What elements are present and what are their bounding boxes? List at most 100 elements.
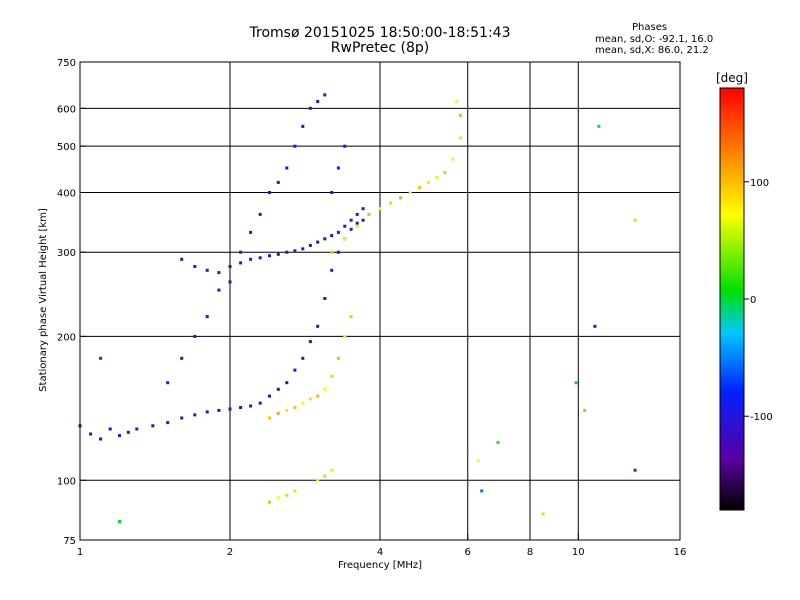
echo-point — [301, 401, 305, 405]
echo-point — [323, 93, 327, 97]
y-tick-label: 300 — [57, 248, 76, 259]
echo-point — [349, 218, 353, 222]
x-tick-label: 2 — [227, 547, 233, 558]
echo-point — [583, 408, 587, 412]
echo-point — [330, 250, 334, 254]
echo-point — [323, 297, 327, 300]
echo-point — [496, 440, 500, 444]
echo-point — [316, 394, 320, 398]
echo-point — [343, 334, 347, 338]
trace-group — [330, 100, 462, 254]
echo-point — [89, 432, 93, 436]
x-axis-label: Frequency [MHz] — [338, 560, 422, 571]
echo-point — [249, 404, 253, 408]
echo-point — [323, 474, 327, 478]
echo-point — [349, 315, 353, 319]
echo-point — [239, 250, 243, 254]
echo-point — [118, 520, 121, 523]
colorbar-tick-label: 0 — [750, 295, 756, 306]
echo-point — [228, 407, 232, 411]
echo-point — [166, 421, 170, 425]
colorbar-label: [deg] — [716, 71, 748, 85]
echo-point — [355, 212, 359, 216]
y-tick-label: 100 — [57, 476, 76, 487]
echo-point — [285, 166, 289, 170]
echo-point — [268, 416, 271, 420]
echo-point — [180, 257, 184, 261]
echo-point — [217, 408, 221, 412]
echo-point — [276, 180, 280, 184]
echo-point — [593, 324, 597, 328]
echo-point — [308, 397, 312, 401]
data-points — [78, 93, 637, 523]
y-tick-label: 200 — [57, 332, 76, 343]
grid-layer — [80, 62, 680, 540]
echo-point — [180, 416, 184, 420]
echo-point — [99, 356, 103, 360]
colorbar-tick-label: 100 — [750, 178, 769, 189]
echo-point — [455, 100, 459, 103]
echo-point — [399, 196, 403, 200]
echo-point — [458, 136, 462, 140]
trace-group — [268, 468, 334, 504]
echo-point — [205, 268, 209, 272]
echo-point — [458, 113, 462, 117]
echo-point — [389, 201, 393, 205]
echo-point — [343, 144, 347, 148]
trace-group — [180, 207, 365, 275]
echo-point — [336, 250, 340, 254]
echo-point — [126, 430, 130, 434]
echo-point — [480, 489, 484, 493]
x-tick-label: 4 — [377, 547, 383, 558]
echo-point — [217, 288, 221, 292]
phase-stats-heading: Phases — [632, 22, 668, 33]
echo-point — [99, 437, 103, 441]
echo-point — [293, 406, 297, 409]
trace-group — [166, 93, 347, 385]
echo-point — [316, 100, 320, 103]
echo-point — [408, 191, 412, 194]
chart-title: Tromsø 20151025 18:50:00-18:51:43 — [249, 25, 511, 41]
x-tick-label: 10 — [572, 547, 585, 558]
echo-point — [258, 212, 262, 216]
echo-point — [541, 512, 545, 516]
echo-point — [378, 207, 382, 211]
echo-point — [323, 387, 327, 391]
echo-point — [268, 500, 271, 504]
trace-group — [268, 315, 353, 420]
colorbar — [720, 88, 744, 510]
echo-point — [336, 230, 340, 234]
echo-point — [476, 459, 480, 462]
echo-point — [268, 254, 271, 258]
echo-point — [285, 493, 289, 497]
echo-point — [633, 218, 637, 222]
echo-point — [367, 212, 371, 216]
echo-point — [435, 176, 439, 179]
echo-point — [293, 144, 297, 148]
echo-point — [205, 410, 209, 414]
colorbar-tick-label: -100 — [750, 412, 773, 423]
echo-point — [193, 265, 197, 268]
axes: 1 2 4 6 8 10 16 75 100 200 300 400 500 600 750 — [57, 58, 686, 558]
colorbar-ticks: 100 0 -100 — [719, 87, 773, 511]
chart-subtitle: RwPretec (8p) — [330, 40, 430, 56]
echo-point — [239, 261, 243, 265]
echo-point — [276, 252, 280, 256]
echo-point — [308, 340, 312, 344]
echo-point — [293, 249, 297, 253]
echo-point — [268, 191, 271, 194]
echo-point — [355, 221, 359, 225]
echo-point — [308, 106, 312, 110]
echo-point — [343, 237, 347, 241]
echo-point — [330, 191, 334, 194]
echo-point — [205, 315, 209, 319]
echo-point — [268, 394, 271, 398]
echo-point — [330, 268, 334, 272]
echo-point — [597, 124, 601, 128]
echo-point — [330, 468, 334, 472]
echo-point — [293, 368, 297, 372]
echo-point — [301, 356, 305, 360]
echo-point — [316, 478, 320, 482]
echo-point — [239, 406, 243, 409]
echo-point — [418, 185, 421, 189]
